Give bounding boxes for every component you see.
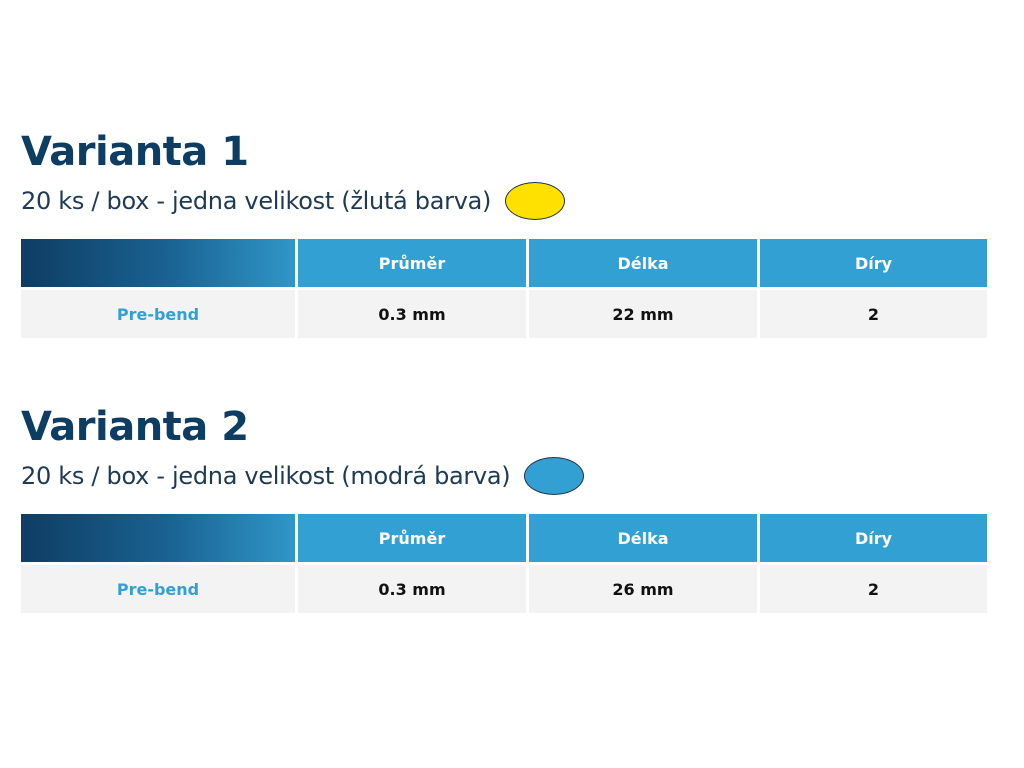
variant-title: Varianta 2 bbox=[21, 404, 249, 450]
cell-prumer: 0.3 mm bbox=[298, 290, 526, 338]
header-diry: Díry bbox=[760, 239, 987, 287]
table-header-corner bbox=[21, 514, 295, 562]
row-label: Pre-bend bbox=[21, 290, 295, 338]
spec-table: Průměr Délka Díry Pre-bend 0.3 mm 26 mm … bbox=[21, 514, 987, 613]
header-delka: Délka bbox=[529, 514, 757, 562]
row-label: Pre-bend bbox=[21, 565, 295, 613]
variant-subtitle-row: 20 ks / box - jedna velikost (modrá barv… bbox=[21, 454, 986, 498]
variant-subtitle: 20 ks / box - jedna velikost (modrá barv… bbox=[21, 462, 511, 490]
cell-diry: 2 bbox=[760, 290, 987, 338]
cell-prumer: 0.3 mm bbox=[298, 565, 526, 613]
color-swatch bbox=[524, 457, 585, 495]
cell-delka: 22 mm bbox=[529, 290, 757, 338]
spec-table: Průměr Délka Díry Pre-bend 0.3 mm 22 mm … bbox=[21, 239, 987, 338]
cell-delka: 26 mm bbox=[529, 565, 757, 613]
header-delka: Délka bbox=[529, 239, 757, 287]
variant-subtitle-row: 20 ks / box - jedna velikost (žlutá barv… bbox=[21, 179, 986, 223]
header-diry: Díry bbox=[760, 514, 987, 562]
variant-title: Varianta 1 bbox=[21, 129, 249, 175]
variant-1-section: Varianta 1 20 ks / box - jedna velikost … bbox=[21, 127, 987, 338]
cell-diry: 2 bbox=[760, 565, 987, 613]
color-swatch bbox=[505, 182, 566, 220]
header-prumer: Průměr bbox=[298, 239, 526, 287]
table-header-corner bbox=[21, 239, 295, 287]
variant-subtitle: 20 ks / box - jedna velikost (žlutá barv… bbox=[21, 187, 492, 215]
header-prumer: Průměr bbox=[298, 514, 526, 562]
variant-2-section: Varianta 2 20 ks / box - jedna velikost … bbox=[21, 402, 987, 613]
